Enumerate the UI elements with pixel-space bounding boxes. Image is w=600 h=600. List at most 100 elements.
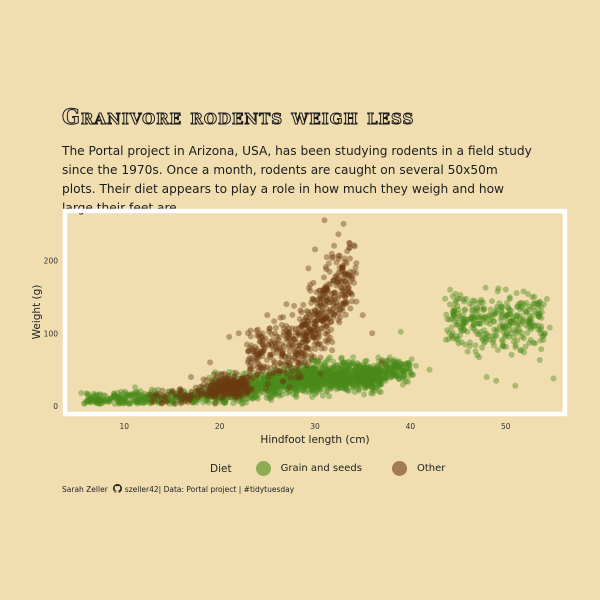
grain-point (226, 377, 233, 384)
grain-point (148, 400, 155, 406)
grain-point (282, 381, 289, 388)
grain-point (284, 383, 291, 390)
other-point (259, 353, 266, 360)
grain-point (286, 379, 293, 386)
grain-point (222, 383, 229, 390)
grain-point (258, 385, 265, 392)
grain-point (338, 355, 345, 362)
grain-point (260, 377, 267, 384)
grain-point (274, 385, 281, 392)
grain-point (257, 381, 264, 388)
grain-point (365, 373, 372, 380)
grain-point (231, 382, 238, 389)
grain-point (214, 389, 221, 396)
grain-point (298, 372, 305, 379)
grain-point (367, 375, 374, 381)
grain-point (377, 371, 384, 378)
grain-point (308, 366, 315, 373)
grain-point (293, 369, 300, 376)
grain-point (279, 377, 286, 384)
grain-point (311, 376, 318, 383)
grain-point (306, 380, 313, 387)
grain-point (126, 400, 133, 407)
other-point (226, 333, 233, 340)
grain-point (348, 374, 355, 381)
grain-point (226, 373, 232, 380)
grain-point (352, 375, 358, 382)
grain-point (337, 376, 344, 383)
grain-point (326, 368, 333, 375)
grain-point (220, 384, 227, 390)
grain-point (239, 394, 246, 401)
grain-point (280, 387, 287, 394)
grain-point (371, 374, 378, 381)
grain-point (187, 392, 194, 398)
grain-point (132, 391, 139, 398)
grain-point (306, 369, 313, 376)
grain-point (174, 394, 180, 401)
grain-point (217, 385, 224, 392)
other-point (341, 282, 348, 289)
grain-point (133, 392, 140, 399)
grain-point (132, 394, 139, 401)
grain-point (152, 394, 159, 401)
grain-point (489, 339, 496, 345)
grain-point (310, 378, 317, 385)
grain-point (358, 367, 365, 374)
grain-point (255, 377, 261, 384)
other-point (244, 373, 251, 380)
grain-point (357, 370, 364, 376)
grain-point (121, 399, 128, 406)
grain-point (295, 365, 302, 372)
grain-point (252, 385, 259, 392)
grain-point (342, 377, 348, 384)
legend-key-other (391, 461, 407, 476)
grain-point (148, 393, 155, 400)
grain-point (314, 375, 321, 382)
grain-point (137, 392, 144, 399)
grain-point (229, 387, 236, 394)
grain-point (263, 378, 270, 385)
other-point (300, 301, 307, 308)
grain-point (340, 368, 347, 375)
grain-point (247, 376, 254, 383)
grain-point (313, 368, 320, 375)
other-point (237, 393, 244, 400)
grain-point (297, 377, 304, 384)
grain-point (286, 381, 293, 388)
grain-point (232, 394, 238, 401)
grain-point (135, 399, 142, 406)
grain-point (228, 387, 235, 394)
grain-point (457, 292, 464, 298)
grain-point (364, 383, 370, 390)
grain-point (252, 381, 258, 388)
grain-point (312, 384, 319, 391)
grain-point (117, 392, 124, 399)
grain-point (315, 381, 321, 387)
grain-point (335, 364, 342, 371)
grain-point (254, 395, 261, 402)
other-point (244, 380, 251, 386)
grain-point (208, 376, 215, 383)
grain-point (357, 375, 364, 382)
other-point (283, 335, 290, 342)
grain-point (266, 381, 273, 388)
grain-point (344, 378, 351, 385)
grain-point (365, 371, 372, 378)
grain-point (153, 393, 160, 400)
grain-point (446, 316, 453, 323)
grain-point (499, 304, 506, 311)
grain-point (236, 379, 243, 385)
grain-point (273, 380, 280, 387)
other-point (286, 348, 293, 355)
grain-point (218, 382, 225, 389)
other-point (219, 394, 226, 401)
grain-point (328, 371, 335, 378)
grain-point (311, 369, 318, 375)
grain-point (153, 397, 160, 404)
grain-point (121, 395, 128, 402)
other-point (289, 311, 296, 318)
grain-point (343, 383, 350, 389)
grain-point (341, 369, 348, 376)
